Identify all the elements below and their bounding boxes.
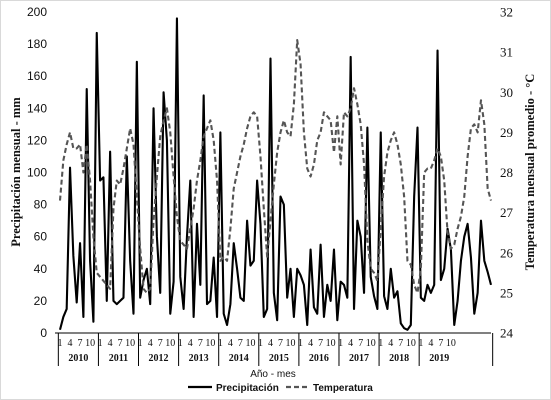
x-month-tick-label: 4: [388, 338, 393, 349]
x-month-tick-label: 7: [198, 338, 203, 349]
x-month-tick-label: 4: [268, 338, 273, 349]
x-year-label: 2017: [349, 353, 369, 364]
y-left-tick-label: 100: [27, 166, 47, 180]
x-month-tick-label: 7: [358, 338, 363, 349]
y-right-tick-label: 31: [500, 45, 513, 60]
y-right-tick-label: 27: [500, 205, 514, 220]
x-year-label: 2012: [149, 353, 169, 364]
x-month-tick-label: 4: [68, 338, 73, 349]
x-year-label: 2011: [109, 353, 128, 364]
y-left-tick-label: 80: [34, 198, 48, 212]
x-month-tick-label: 1: [258, 338, 263, 349]
x-year-label: 2019: [429, 353, 449, 364]
x-month-tick-label: 4: [348, 338, 353, 349]
y-right-tick-label: 24: [500, 326, 514, 341]
temperature-line: [58, 39, 493, 294]
y-right-tick-label: 30: [500, 85, 513, 100]
legend: Precipitación Temperatura: [188, 383, 373, 394]
y-left-tick-label: 0: [40, 326, 47, 340]
x-month-tick-label: 10: [165, 338, 175, 349]
plot-area: [58, 17, 493, 331]
y-left-tick-label: 120: [27, 133, 47, 147]
x-month-tick-label: 7: [278, 338, 283, 349]
y-right-tick-label: 29: [500, 125, 513, 140]
x-month-tick-label: 1: [218, 338, 223, 349]
x-month-tick-label: 4: [188, 338, 193, 349]
x-month-tick-label: 10: [205, 338, 215, 349]
x-month-tick-label: 10: [406, 338, 416, 349]
y-left-tick-label: 180: [27, 37, 47, 51]
x-month-tick-label: 10: [85, 338, 95, 349]
x-year-label: 2013: [189, 353, 209, 364]
y-left-tick-label: 20: [34, 294, 48, 308]
x-axis-title: Año - mes: [250, 369, 296, 380]
x-month-tick-label: 1: [298, 338, 303, 349]
x-month-tick-label: 1: [338, 338, 343, 349]
x-year-label: 2018: [389, 353, 409, 364]
y-axis-right-title: Temperatura mensual promedio - °C: [523, 74, 537, 271]
x-year-label: 2015: [269, 353, 289, 364]
x-month-tick-label: 7: [238, 338, 243, 349]
x-year-label: 2010: [68, 353, 88, 364]
left-axis-ticks: 0 20 40 60 80 100 120 140 160 180 200: [27, 5, 47, 340]
y-right-tick-label: 28: [500, 165, 513, 180]
x-month-tick-label: 10: [286, 338, 296, 349]
x-month-tick-label: 4: [308, 338, 313, 349]
x-month-tick-label: 7: [398, 338, 403, 349]
x-month-tick-label: 4: [228, 338, 233, 349]
x-month-tick-label: 10: [326, 338, 336, 349]
y-left-tick-label: 60: [34, 230, 48, 244]
precipitation-line: [58, 17, 493, 331]
x-month-tick-label: 7: [158, 338, 163, 349]
x-year-label: 2014: [229, 353, 249, 364]
x-month-tick-label: 10: [446, 338, 456, 349]
x-month-tick-label: 7: [78, 338, 83, 349]
x-month-tick-label: 7: [118, 338, 123, 349]
x-month-tick-label: 1: [98, 338, 103, 349]
x-month-tick-label: 1: [58, 338, 63, 349]
x-month-tick-label: 1: [378, 338, 383, 349]
y-left-tick-label: 160: [27, 69, 47, 83]
y-right-tick-label: 26: [500, 245, 514, 260]
y-right-tick-label: 32: [500, 5, 513, 20]
y-left-tick-label: 200: [27, 5, 47, 19]
x-month-tick-label: 10: [245, 338, 255, 349]
x-month-tick-label: 4: [148, 338, 153, 349]
x-year-label: 2016: [309, 353, 329, 364]
x-month-tick-label: 10: [125, 338, 135, 349]
x-month-tick-label: 1: [178, 338, 183, 349]
x-month-tick-label: 1: [138, 338, 143, 349]
x-month-tick-label: 7: [318, 338, 323, 349]
x-month-tick-label: 7: [438, 338, 443, 349]
y-left-tick-label: 140: [27, 101, 47, 115]
legend-precip-label: Precipitación: [216, 383, 279, 394]
right-axis-ticks: 24 25 26 27 28 29 30 31 32: [500, 5, 514, 341]
x-month-tick-label: 4: [428, 338, 433, 349]
x-month-tick-label: 4: [108, 338, 113, 349]
x-month-tick-label: 10: [366, 338, 376, 349]
legend-temp-label: Temperatura: [313, 383, 373, 394]
y-axis-left-title: Precipitación mensual - mm: [9, 97, 23, 247]
x-month-tick-label: 1: [418, 338, 423, 349]
y-right-tick-label: 25: [500, 285, 513, 300]
y-left-tick-label: 40: [34, 262, 48, 276]
